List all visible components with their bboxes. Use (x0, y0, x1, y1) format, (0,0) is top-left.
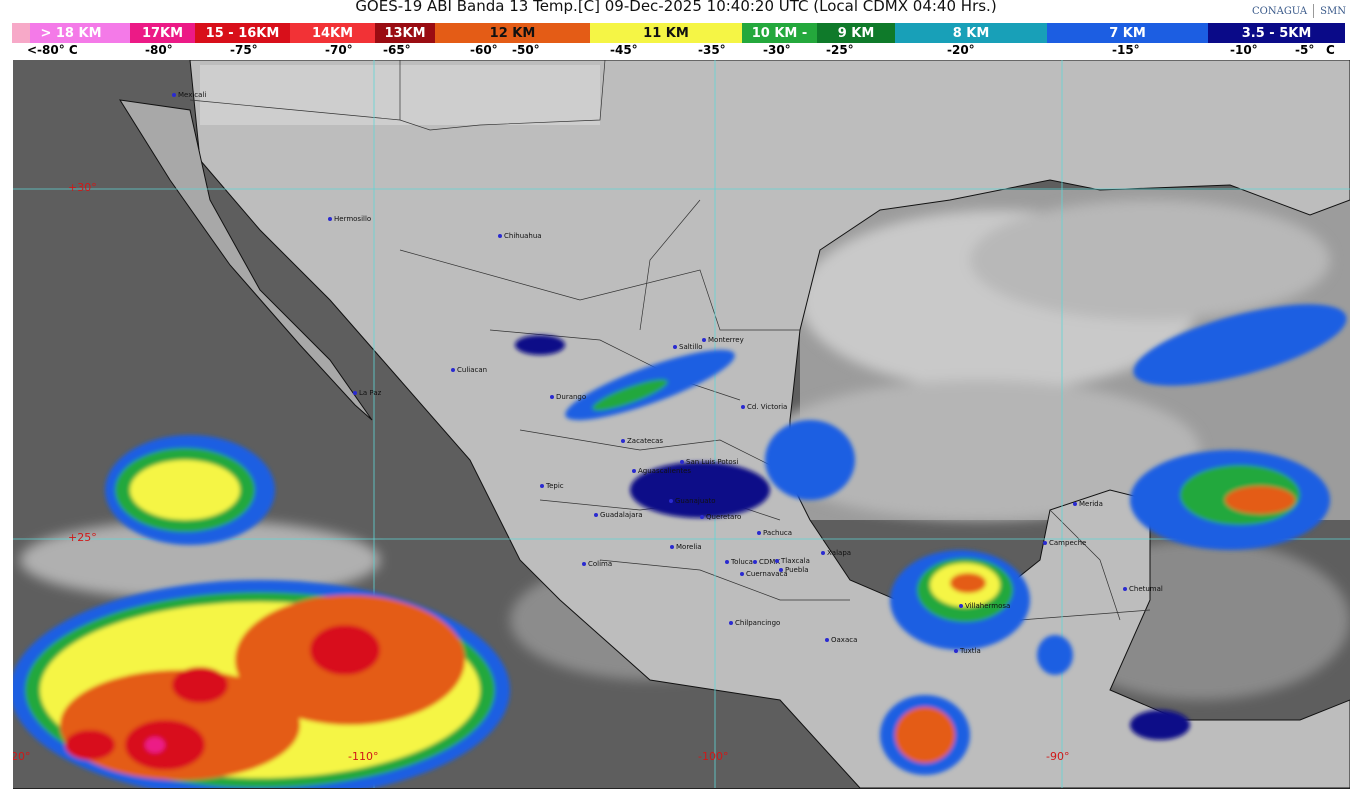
temp-label: -35° (698, 43, 726, 57)
legend-segment: 17KM (130, 23, 195, 43)
convective-storm-central-mexico (515, 335, 855, 518)
legend-segment: 8 KM (895, 23, 1047, 43)
image-title: GOES-19 ABI Banda 13 Temp.[C] 09-Dec-202… (355, 0, 997, 15)
longitude-label: -100° (698, 750, 729, 763)
city-label: Durango (550, 393, 586, 401)
legend-segment: 15 - 16KM (195, 23, 290, 43)
latitude-label: +25° (68, 531, 97, 544)
conagua-logo: CONAGUA (1252, 5, 1308, 17)
city-label: Hermosillo (328, 215, 371, 223)
state-borders (189, 60, 1151, 621)
temp-label: -50° (512, 43, 540, 57)
smn-logo: SMN (1320, 5, 1346, 17)
city-label: Toluca (725, 558, 753, 566)
city-label: Villahermosa (959, 602, 1010, 610)
city-label: Merida (1073, 500, 1103, 508)
logo-divider (1313, 4, 1315, 18)
city-label: San Luis Potosi (680, 458, 738, 466)
city-label: Tepic (540, 482, 564, 490)
longitude-label: -110° (348, 750, 379, 763)
legend-segment: 12 KM (435, 23, 590, 43)
city-label: Oaxaca (825, 636, 857, 644)
legend-segment: 9 KM (817, 23, 895, 43)
city-label: Campeche (1043, 539, 1086, 547)
city-label: Culiacan (451, 366, 487, 374)
city-label: Chihuahua (498, 232, 542, 240)
legend-segment: 10 KM - (742, 23, 817, 43)
city-label: Chilpancingo (729, 619, 780, 627)
temp-label: -20° (947, 43, 975, 57)
city-label: La Paz (353, 389, 381, 397)
temp-label: -30° (763, 43, 791, 57)
city-label: Mexicali (172, 91, 206, 99)
temp-label: -10° (1230, 43, 1258, 57)
legend-segment: 13KM (375, 23, 435, 43)
latitude-label: +30° (68, 181, 97, 194)
city-label: Morelia (670, 543, 702, 551)
city-label: Saltillo (673, 343, 703, 351)
longitude-label: -90° (1046, 750, 1070, 763)
city-label: Chetumal (1123, 585, 1163, 593)
temp-label: -65° (383, 43, 411, 57)
city-label: Tuxtla (954, 647, 981, 655)
city-label: Aguascalientes (632, 467, 691, 475)
city-label: Monterrey (702, 336, 744, 344)
land-baja-california (119, 99, 373, 421)
satellite-map[interactable]: +30° +25° -120° -110° -100° -90° Mexical… (13, 60, 1350, 789)
temp-label: C (1326, 43, 1335, 57)
city-label: Xalapa (821, 549, 851, 557)
temp-label: -5° (1295, 43, 1315, 57)
convective-storm-southeast (880, 304, 1347, 775)
city-label: Tlaxcala (775, 557, 810, 565)
city-label: Queretaro (700, 513, 741, 521)
legend-segment: 11 KM (590, 23, 742, 43)
legend-segment: 14KM (290, 23, 375, 43)
city-label: Puebla (779, 566, 809, 574)
city-label: Guanajuato (669, 497, 716, 505)
city-label: Cd. Victoria (741, 403, 787, 411)
temp-label: <-80° C (27, 43, 78, 57)
city-label: Pachuca (757, 529, 792, 537)
city-label: Cuernavaca (740, 570, 788, 578)
city-label: CDMX (753, 558, 780, 566)
convective-storm-pacific (13, 435, 510, 788)
temp-label: -15° (1112, 43, 1140, 57)
legend-segment: 3.5 - 5KM (1208, 23, 1345, 43)
city-label: Zacatecas (621, 437, 663, 445)
city-label: Guadalajara (594, 511, 643, 519)
longitude-label: -120° (13, 750, 31, 763)
temp-label: -25° (826, 43, 854, 57)
legend-segment: > 18 KM (12, 23, 130, 43)
temp-label: -75° (230, 43, 258, 57)
temp-label: -60° (470, 43, 498, 57)
city-label: Colima (582, 560, 612, 568)
agency-logos: CONAGUA SMN (1252, 4, 1346, 18)
legend-segment: 7 KM (1047, 23, 1208, 43)
color-scale-legend: > 18 KM 17KM 15 - 16KM 14KM 13KM 12 KM 1… (12, 23, 1345, 43)
temp-label: -80° (145, 43, 173, 57)
satellite-imagery (13, 60, 1350, 788)
temp-label: -70° (325, 43, 353, 57)
temperature-scale: <-80° C -80° -75° -70° -65° -60° -50° -4… (0, 43, 1352, 59)
temp-label: -45° (610, 43, 638, 57)
